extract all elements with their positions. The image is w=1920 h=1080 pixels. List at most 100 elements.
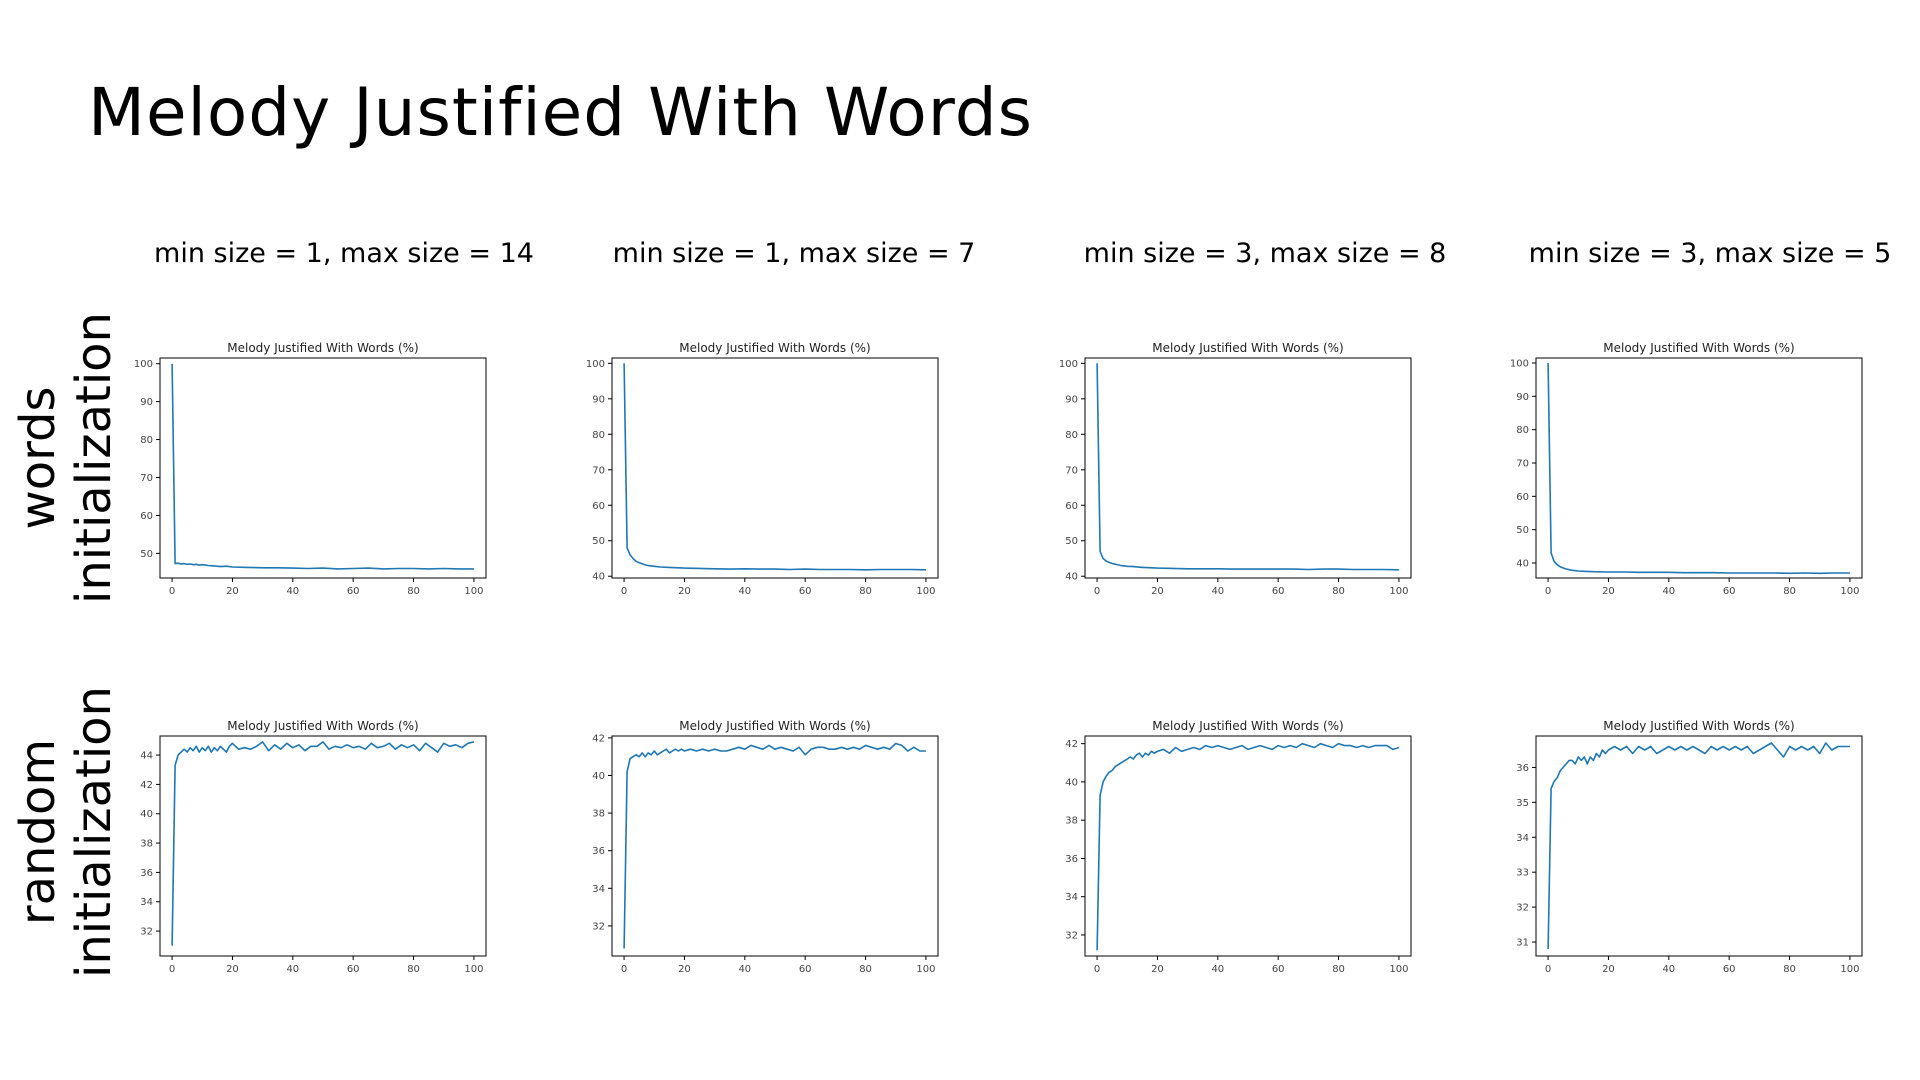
chart-words-1-14: Melody Justified With Words (%) 50 60 70 80 9… bbox=[134, 341, 487, 597]
y-tick-label: 60 bbox=[592, 501, 605, 512]
row-label-words-initialization: words initialization bbox=[10, 312, 122, 604]
x-tick-label: 80 bbox=[407, 586, 420, 597]
x-tick-label: 40 bbox=[1211, 964, 1224, 975]
y-tick-label: 100 bbox=[1059, 359, 1078, 370]
slide-title: Melody Justified With Words bbox=[88, 74, 1034, 151]
row-label-line: initialization bbox=[66, 312, 122, 604]
y-tick-label: 60 bbox=[1516, 492, 1529, 503]
plot-frame bbox=[611, 357, 939, 579]
chart-words-1-7: Melody Justified With Words (%) 40 50 60 70 8… bbox=[586, 341, 939, 597]
x-tick-label: 100 bbox=[1389, 586, 1408, 597]
y-tick-label: 40 bbox=[1516, 559, 1529, 570]
y-tick-label: 40 bbox=[592, 771, 605, 782]
chart-title: Melody Justified With Words (%) bbox=[227, 719, 419, 733]
y-tick-label: 100 bbox=[586, 359, 605, 370]
y-tick-label: 90 bbox=[1516, 392, 1529, 403]
chart-random-3-8: Melody Justified With Words (%) 32 34 36 38 4… bbox=[1065, 719, 1412, 975]
x-tick-label: 100 bbox=[1840, 586, 1859, 597]
y-tick-label: 42 bbox=[140, 780, 153, 791]
y-tick-label: 33 bbox=[1516, 868, 1529, 879]
x-tick-label: 40 bbox=[1662, 586, 1675, 597]
row-label-random-initialization: random initialization bbox=[10, 686, 122, 978]
y-tick-label: 50 bbox=[592, 536, 605, 547]
y-tick-label: 38 bbox=[140, 839, 153, 850]
plot-frame bbox=[159, 357, 487, 579]
x-tick-label: 0 bbox=[1094, 586, 1100, 597]
y-tick-label: 34 bbox=[1516, 833, 1529, 844]
series-line bbox=[1096, 742, 1400, 951]
x-tick-label: 100 bbox=[464, 964, 483, 975]
x-tick-label: 80 bbox=[1332, 964, 1345, 975]
x-tick-label: 40 bbox=[1211, 586, 1224, 597]
column-header-1: min size = 1, max size = 14 bbox=[154, 238, 534, 269]
column-header-2: min size = 1, max size = 7 bbox=[612, 238, 976, 269]
x-tick-label: 60 bbox=[347, 586, 360, 597]
y-tick-label: 36 bbox=[1065, 854, 1078, 865]
x-tick-label: 40 bbox=[738, 586, 751, 597]
chart-title: Melody Justified With Words (%) bbox=[1603, 719, 1795, 733]
chart-title: Melody Justified With Words (%) bbox=[679, 341, 871, 355]
x-tick-label: 20 bbox=[226, 586, 239, 597]
y-tick-label: 90 bbox=[140, 397, 153, 408]
y-tick-label: 60 bbox=[140, 511, 153, 522]
y-tick-label: 70 bbox=[140, 473, 153, 484]
series-line bbox=[623, 363, 926, 571]
y-tick-label: 50 bbox=[1065, 536, 1078, 547]
x-tick-label: 20 bbox=[1602, 964, 1615, 975]
x-tick-label: 0 bbox=[1094, 964, 1100, 975]
series-line bbox=[171, 741, 475, 946]
y-tick-label: 70 bbox=[1516, 459, 1529, 470]
plot-frame bbox=[1084, 735, 1412, 957]
y-tick-label: 40 bbox=[140, 809, 153, 820]
y-tick-label: 36 bbox=[140, 868, 153, 879]
x-tick-label: 80 bbox=[407, 964, 420, 975]
plot-frame bbox=[1535, 735, 1863, 957]
x-tick-label: 0 bbox=[621, 586, 627, 597]
x-tick-label: 0 bbox=[169, 964, 175, 975]
y-tick-label: 31 bbox=[1516, 938, 1529, 949]
y-tick-label: 50 bbox=[140, 549, 153, 560]
x-tick-label: 20 bbox=[1151, 586, 1164, 597]
x-tick-label: 80 bbox=[859, 964, 872, 975]
x-tick-label: 60 bbox=[347, 964, 360, 975]
y-tick-label: 80 bbox=[140, 435, 153, 446]
y-tick-label: 80 bbox=[592, 430, 605, 441]
row-label-line: words bbox=[10, 386, 66, 530]
y-tick-label: 70 bbox=[1065, 465, 1078, 476]
y-tick-label: 34 bbox=[140, 897, 153, 908]
x-tick-label: 40 bbox=[286, 586, 299, 597]
y-tick-label: 90 bbox=[1065, 394, 1078, 405]
y-tick-label: 60 bbox=[1065, 501, 1078, 512]
y-tick-label: 38 bbox=[592, 809, 605, 820]
x-tick-label: 40 bbox=[286, 964, 299, 975]
y-tick-label: 70 bbox=[592, 465, 605, 476]
y-tick-label: 34 bbox=[1065, 892, 1078, 903]
series-line bbox=[171, 363, 474, 570]
row-label-line: initialization bbox=[66, 686, 122, 978]
y-tick-label: 40 bbox=[1065, 777, 1078, 788]
x-tick-label: 0 bbox=[621, 964, 627, 975]
y-tick-label: 40 bbox=[592, 572, 605, 583]
series-line bbox=[1547, 362, 1850, 575]
chart-random-3-5: Melody Justified With Words (%) 31 32 33 34 3… bbox=[1516, 719, 1863, 975]
series-line bbox=[623, 742, 926, 949]
x-tick-label: 60 bbox=[799, 586, 812, 597]
y-tick-label: 32 bbox=[592, 921, 605, 932]
x-tick-label: 0 bbox=[1545, 586, 1551, 597]
x-tick-label: 60 bbox=[1272, 586, 1285, 597]
x-tick-label: 80 bbox=[1332, 586, 1345, 597]
x-tick-label: 100 bbox=[464, 586, 483, 597]
x-tick-label: 80 bbox=[859, 586, 872, 597]
y-tick-label: 50 bbox=[1516, 525, 1529, 536]
y-tick-label: 80 bbox=[1516, 425, 1529, 436]
chart-words-3-5: Melody Justified With Words (%) 40 50 60 70 8… bbox=[1510, 341, 1863, 597]
x-tick-label: 60 bbox=[1723, 586, 1736, 597]
column-header-3: min size = 3, max size = 8 bbox=[1083, 238, 1447, 269]
x-tick-label: 20 bbox=[678, 964, 691, 975]
y-tick-label: 42 bbox=[1065, 739, 1078, 750]
y-tick-label: 32 bbox=[1516, 903, 1529, 914]
y-tick-label: 42 bbox=[592, 733, 605, 744]
plot-frame bbox=[611, 735, 939, 957]
y-tick-label: 100 bbox=[134, 359, 153, 370]
y-tick-label: 34 bbox=[592, 884, 605, 895]
